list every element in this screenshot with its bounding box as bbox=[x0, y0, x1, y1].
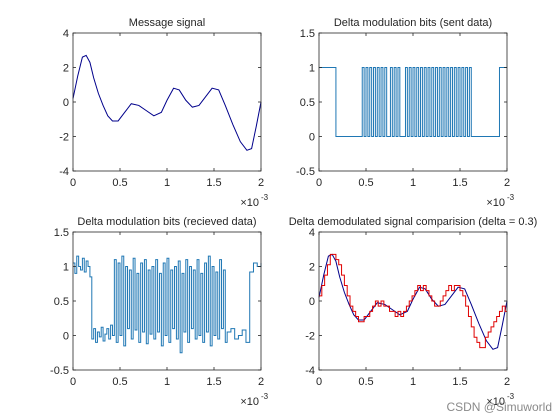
chart-4-ytick-label: 2 bbox=[309, 262, 315, 274]
chart-3-x-exponent-power: -3 bbox=[261, 392, 269, 401]
chart-4-x-exponent: ×10 bbox=[486, 396, 505, 408]
chart-3-title: Delta modulation bits (recieved data) bbox=[77, 216, 256, 228]
chart-1-series-1 bbox=[72, 54, 262, 151]
chart-2-xtick-label: 1.5 bbox=[452, 177, 467, 189]
chart-4-ytick-label: 4 bbox=[309, 227, 315, 239]
chart-1-ytick-label: 4 bbox=[63, 28, 69, 40]
chart-1-ytick-label: -4 bbox=[59, 166, 69, 178]
chart-3-series-1 bbox=[73, 255, 262, 354]
chart-2-ytick-label: 1 bbox=[309, 63, 315, 75]
chart-4-xtick-label: 0 bbox=[316, 376, 322, 388]
chart-3-ytick-label: 0.5 bbox=[54, 296, 69, 308]
chart-1-xtick-label: 0.5 bbox=[112, 177, 127, 189]
chart-3-x-exponent: ×10 bbox=[240, 396, 259, 408]
chart-3-xtick-label: 0 bbox=[70, 376, 76, 388]
chart-1-axes-box bbox=[72, 32, 262, 172]
chart-1-ytick-label: 2 bbox=[63, 63, 69, 75]
chart-1-x-exponent-power: -3 bbox=[261, 193, 269, 202]
chart-3-ytick-label: 1.5 bbox=[54, 227, 69, 239]
chart-3-xtick-label: 1 bbox=[164, 376, 170, 388]
chart-2-x-exponent-power: -3 bbox=[507, 193, 515, 202]
chart-4-xtick-label: 0.5 bbox=[358, 376, 373, 388]
chart-1-title: Message signal bbox=[129, 17, 205, 29]
chart-4-ytick-label: -2 bbox=[305, 331, 315, 343]
chart-4-x-exponent-power: -3 bbox=[507, 392, 515, 401]
chart-3-ytick-label: 1 bbox=[63, 262, 69, 274]
chart-1-xtick-label: 2 bbox=[258, 177, 264, 189]
chart-2-xtick-label: 0.5 bbox=[358, 177, 373, 189]
chart-4-ytick-label: -4 bbox=[305, 365, 315, 377]
chart-1-x-exponent: ×10 bbox=[240, 197, 259, 209]
chart-3-ytick-label: 0 bbox=[63, 331, 69, 343]
chart-2-xtick-label: 2 bbox=[504, 177, 510, 189]
chart-4-series-2 bbox=[319, 253, 507, 349]
chart-4-xtick-label: 1.5 bbox=[452, 376, 467, 388]
chart-2-ytick-label: 0 bbox=[309, 132, 315, 144]
chart-4-xtick-label: 1 bbox=[410, 376, 416, 388]
chart-4-title: Delta demodulated signal comparision (de… bbox=[289, 216, 538, 228]
chart-2-ytick-label: 0.5 bbox=[300, 97, 315, 109]
chart-4-xtick-label: 2 bbox=[504, 376, 510, 388]
chart-3-xtick-label: 2 bbox=[258, 376, 264, 388]
chart-1-xtick-label: 1 bbox=[164, 177, 170, 189]
chart-2-title: Delta modulation bits (sent data) bbox=[334, 17, 492, 29]
chart-3-xtick-label: 0.5 bbox=[112, 376, 127, 388]
chart-3-xtick-label: 1.5 bbox=[206, 376, 221, 388]
chart-1-ytick-label: 0 bbox=[63, 97, 69, 109]
watermark: CSDN @Simuworld bbox=[446, 400, 552, 414]
chart-3-ytick-label: -0.5 bbox=[50, 365, 69, 377]
chart-1-xtick-label: 0 bbox=[70, 177, 76, 189]
chart-2-x-exponent: ×10 bbox=[486, 197, 505, 209]
chart-1-ytick-label: -2 bbox=[59, 132, 69, 144]
chart-4-ytick-label: 0 bbox=[309, 296, 315, 308]
chart-1-xtick-label: 1.5 bbox=[206, 177, 221, 189]
chart-2-ytick-label: 1.5 bbox=[300, 28, 315, 40]
chart-2-xtick-label: 0 bbox=[316, 177, 322, 189]
chart-2-xtick-label: 1 bbox=[410, 177, 416, 189]
chart-2-series-1 bbox=[319, 67, 507, 137]
chart-2-ytick-label: -0.5 bbox=[296, 166, 315, 178]
chart-4-series-1 bbox=[318, 253, 508, 350]
